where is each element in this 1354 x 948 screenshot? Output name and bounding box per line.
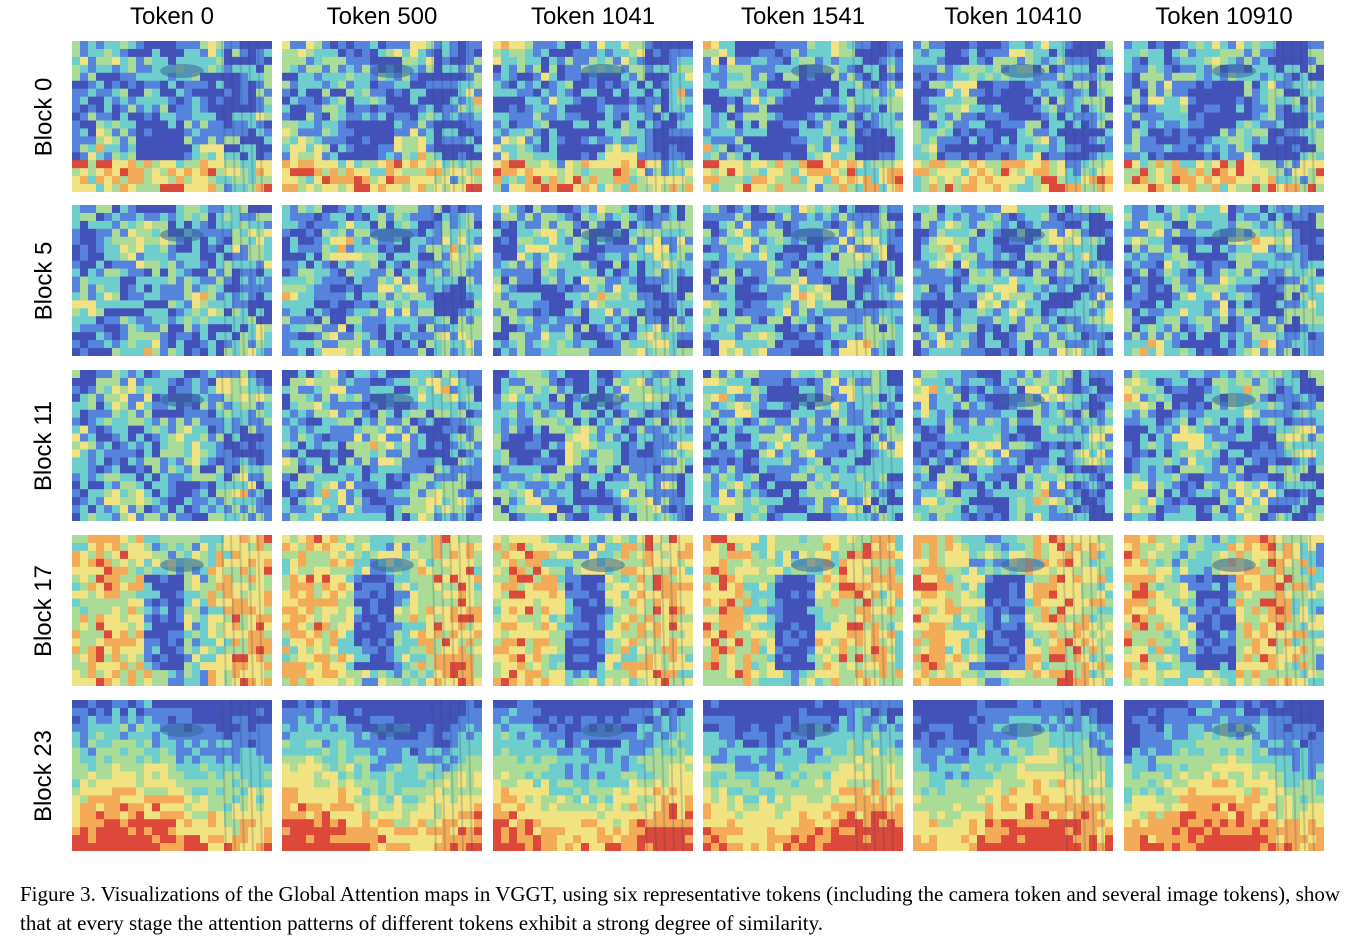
- row-label: Block 11: [30, 400, 57, 491]
- heatmap-image: [72, 205, 272, 356]
- attention-map: [1124, 370, 1324, 521]
- attention-map: [913, 41, 1113, 192]
- heatmap-image: [703, 535, 903, 686]
- heatmap-image: [703, 370, 903, 521]
- heatmap-image: [493, 535, 693, 686]
- attention-map: [72, 535, 272, 686]
- column-label: Token 0: [129, 3, 215, 30]
- figure-caption: Figure 3. Visualizations of the Global A…: [20, 882, 1340, 935]
- attention-map: [493, 700, 693, 851]
- heatmap-image: [913, 205, 1113, 356]
- heatmap-image: [913, 370, 1113, 521]
- attention-map: [282, 370, 482, 521]
- attention-map-grid: Token 0 Token 500 Token 1041 Token 1541 …: [30, 3, 1324, 851]
- heatmap-image: [72, 370, 272, 521]
- attention-map: [1124, 41, 1324, 192]
- heatmap-image: [72, 535, 272, 686]
- attention-map: [913, 370, 1113, 521]
- attention-map: [282, 700, 482, 851]
- heatmap-image: [1124, 535, 1324, 686]
- attention-map: [703, 700, 903, 851]
- heatmap-image: [493, 41, 693, 192]
- heatmap-image: [493, 700, 693, 851]
- attention-map: [703, 370, 903, 521]
- attention-map: [493, 205, 693, 356]
- attention-map: [72, 205, 272, 356]
- heatmap-image: [913, 535, 1113, 686]
- heatmap-image: [1124, 370, 1324, 521]
- row-label: Block 23: [30, 729, 57, 822]
- attention-map: [282, 535, 482, 686]
- heatmap-image: [72, 41, 272, 192]
- attention-map: [703, 41, 903, 192]
- heatmap-image: [703, 700, 903, 851]
- heatmap-image: [282, 535, 482, 686]
- row-label: Block 17: [30, 564, 57, 657]
- attention-map: [282, 205, 482, 356]
- attention-map: [703, 205, 903, 356]
- heatmap-image: [282, 41, 482, 192]
- attention-map: [72, 700, 272, 851]
- attention-map: [703, 535, 903, 686]
- row-label: Block 5: [30, 241, 58, 320]
- attention-map: [493, 535, 693, 686]
- heatmap-image: [1124, 41, 1324, 192]
- heatmap-image: [493, 205, 693, 356]
- column-label: Token 10910: [1155, 3, 1293, 30]
- attention-map: [493, 370, 693, 521]
- row-label: Block 0: [30, 77, 58, 156]
- heatmap-image: [282, 205, 482, 356]
- attention-map: [1124, 700, 1324, 851]
- attention-map: [913, 535, 1113, 686]
- column-label: Token 1541: [740, 3, 866, 30]
- heatmap-image: [1124, 205, 1324, 356]
- heatmap-image: [1124, 700, 1324, 851]
- heatmap-image: [282, 700, 482, 851]
- column-label: Token 10410: [944, 3, 1082, 30]
- attention-map: [1124, 535, 1324, 686]
- attention-map: [913, 700, 1113, 851]
- attention-map: [72, 41, 272, 192]
- attention-map: [72, 370, 272, 521]
- heatmap-image: [282, 370, 482, 521]
- attention-map: [493, 41, 693, 192]
- attention-map: [913, 205, 1113, 356]
- heatmap-image: [913, 41, 1113, 192]
- heatmap-image: [913, 700, 1113, 851]
- heatmap-image: [703, 205, 903, 356]
- column-label: Token 1041: [530, 3, 656, 30]
- heatmap-image: [72, 700, 272, 851]
- attention-map: [1124, 205, 1324, 356]
- heatmap-image: [703, 41, 903, 192]
- heatmap-image: [493, 370, 693, 521]
- column-label: Token 500: [326, 3, 438, 30]
- attention-map: [282, 41, 482, 192]
